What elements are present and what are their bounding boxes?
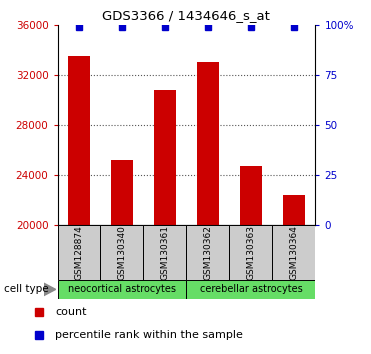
Bar: [187, 280, 315, 299]
Bar: [68, 56, 90, 225]
Bar: [197, 62, 219, 225]
Bar: [58, 225, 101, 280]
Bar: [58, 280, 187, 299]
Bar: [111, 160, 133, 225]
Bar: [229, 225, 272, 280]
Bar: [101, 225, 144, 280]
Text: percentile rank within the sample: percentile rank within the sample: [55, 330, 243, 341]
Text: cell type: cell type: [4, 284, 48, 295]
Text: GSM128874: GSM128874: [75, 225, 83, 280]
Text: GSM130362: GSM130362: [203, 225, 213, 280]
Text: GSM130361: GSM130361: [160, 225, 170, 280]
Bar: [272, 225, 315, 280]
Text: GSM130363: GSM130363: [246, 225, 255, 280]
Text: cerebellar astrocytes: cerebellar astrocytes: [200, 284, 302, 295]
Bar: [144, 225, 186, 280]
Text: GSM130364: GSM130364: [289, 225, 298, 280]
Bar: [187, 225, 229, 280]
Polygon shape: [44, 283, 56, 296]
Title: GDS3366 / 1434646_s_at: GDS3366 / 1434646_s_at: [102, 9, 270, 22]
Text: neocortical astrocytes: neocortical astrocytes: [68, 284, 176, 295]
Text: count: count: [55, 307, 87, 318]
Bar: [240, 166, 262, 225]
Bar: [154, 90, 176, 225]
Text: GSM130340: GSM130340: [118, 225, 127, 280]
Bar: [283, 195, 305, 225]
